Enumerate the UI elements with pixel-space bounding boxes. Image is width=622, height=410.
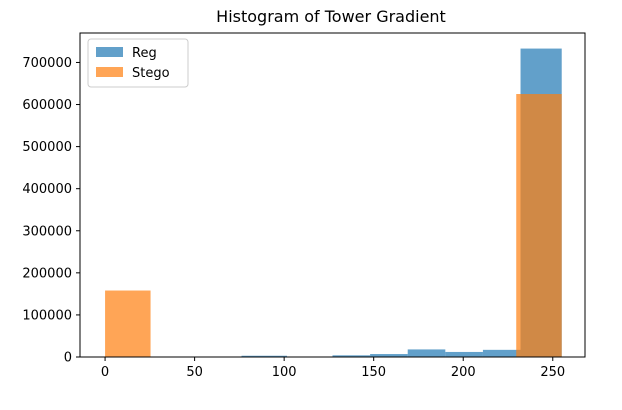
chart-title: Histogram of Tower Gradient xyxy=(216,7,446,26)
plot-frame xyxy=(79,32,586,358)
x-tick-label-4: 200 xyxy=(451,365,476,380)
y-tick-label-6: 600000 xyxy=(22,98,72,113)
bar-reg-9 xyxy=(482,349,521,357)
legend-label-reg: Reg xyxy=(132,46,157,61)
bar-stego-1 xyxy=(516,94,562,357)
bar-reg-5 xyxy=(332,355,371,357)
y-tick-label-3: 300000 xyxy=(22,224,72,239)
y-tick-label-7: 700000 xyxy=(22,56,72,71)
bar-reg-6 xyxy=(370,354,408,357)
y-tick-label-0: 0 xyxy=(64,351,72,366)
legend-swatch-reg xyxy=(96,47,123,57)
legend-label-stego: Stego xyxy=(132,66,170,81)
bar-reg-8 xyxy=(445,351,483,357)
x-tick-label-3: 150 xyxy=(361,365,386,380)
y-tick-label-5: 500000 xyxy=(22,140,72,155)
bars-layer xyxy=(105,48,562,357)
bar-reg-3 xyxy=(241,355,288,357)
y-tick-label-1: 100000 xyxy=(22,308,72,323)
axes-layer: 0 50 100 150 200 250 0 100000 200000 300000 400000… xyxy=(22,32,586,380)
legend-swatch-stego xyxy=(96,67,123,77)
x-tick-label-1: 50 xyxy=(186,365,203,380)
y-tick-label-4: 400000 xyxy=(22,182,72,197)
x-tick-label-5: 250 xyxy=(540,365,565,380)
legend: Reg Stego xyxy=(87,38,189,88)
bar-stego-0 xyxy=(105,290,151,357)
x-tick-label-2: 100 xyxy=(272,365,297,380)
y-tick-label-2: 200000 xyxy=(22,266,72,281)
x-tick-label-0: 0 xyxy=(101,365,109,380)
bar-reg-7 xyxy=(407,349,446,357)
